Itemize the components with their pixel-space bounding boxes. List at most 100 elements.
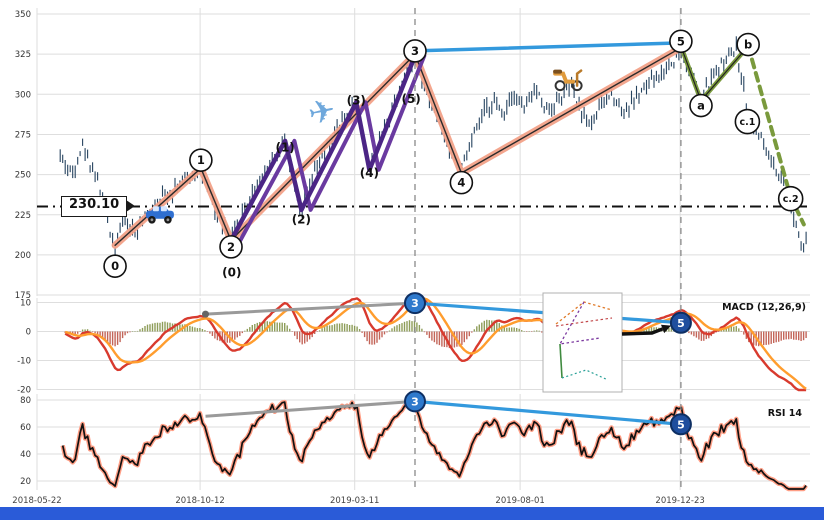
macd-hist-bar (196, 328, 199, 332)
macd-hist-bar (743, 331, 745, 335)
scooter-icon (553, 69, 583, 92)
macd-hist-bar (343, 323, 346, 332)
macd-hist-bar (453, 331, 456, 348)
airplane-icon: ✈ (305, 90, 339, 133)
macd-hist-bar (186, 324, 189, 332)
macd-hist-bar (214, 331, 216, 339)
macd-hist-bar (705, 331, 707, 340)
macd-hist-bar (126, 331, 129, 334)
macd-hist-bar (77, 331, 79, 334)
x-tick-label: 2018-05-22 (12, 496, 61, 506)
macd-hist-bar (249, 327, 251, 332)
macd-hist-bar (688, 331, 690, 334)
macd-hist-bar (346, 324, 348, 332)
macd-hist-bar (783, 331, 785, 340)
macd-hist-bar (486, 319, 488, 332)
scooter-seat (553, 69, 563, 74)
macd-hist-bar (261, 321, 263, 332)
indicator-marker-text: 3 (411, 395, 419, 408)
wave-label-circle (219, 235, 243, 259)
macd-hist-bar (176, 324, 179, 332)
price-tick-label: 275 (15, 130, 31, 140)
impulse-channel-core (114, 47, 682, 247)
macd-hist-bar (94, 331, 96, 334)
wave-label-text: 3 (411, 44, 419, 58)
x-tick-label: 2019-12-23 (655, 496, 704, 506)
macd-hist-bar (279, 322, 281, 332)
macd-hist-bar (448, 331, 451, 349)
macd-hist-bar (81, 329, 84, 332)
macd-signal-line (64, 297, 807, 390)
macd-hist-bar (189, 325, 191, 332)
macd-hist-bar (433, 331, 436, 343)
macd-hist-bar (406, 321, 408, 332)
macd-hist-bar (109, 331, 111, 345)
chart-canvas: 350325300275250225200175100-10-208060402… (12, 8, 810, 506)
macd-hist-bar (286, 325, 288, 332)
inset-line-purple (558, 301, 601, 345)
wave-label-circle (403, 39, 427, 63)
macd-hist-bar (136, 330, 139, 332)
macd-hist-bar (401, 323, 403, 332)
macd-hist-bar (368, 331, 371, 345)
macd-hist-bar (333, 324, 336, 332)
macd-hist-bar (715, 331, 717, 333)
lead-connector (205, 399, 416, 418)
macd-hist-bar (393, 326, 396, 332)
macd-hist-bar (780, 331, 782, 341)
subwave-line-shadow (238, 53, 427, 243)
macd-hist-bar (458, 331, 461, 347)
macd-hist-bar (164, 321, 166, 332)
macd-hist-bar (493, 320, 495, 332)
macd-hist-bar (239, 331, 241, 336)
macd-hist-bar (236, 331, 238, 338)
macd-hist-bar (698, 331, 700, 340)
macd-hist-bar (191, 326, 194, 332)
x-tick-label: 2019-03-11 (330, 496, 379, 506)
macd-hist-bar (156, 322, 159, 332)
macd-hist-bar (234, 331, 236, 340)
macd-hist-bar (506, 327, 508, 332)
macd-hist-bar (206, 331, 209, 332)
macd-hist-bar (508, 327, 510, 332)
wave-label-text: b (744, 38, 752, 52)
macd-hist-bar (795, 331, 797, 340)
macd-hist-bar (516, 328, 518, 332)
macd-hist-bar (703, 331, 705, 341)
macd-hist-bar (785, 331, 787, 340)
macd-hist-bar (96, 331, 99, 335)
macd-hist-bar (151, 323, 154, 332)
macd-hist-bar (353, 325, 356, 332)
macd-hist-bar (528, 331, 530, 332)
indicator-marker-text: 5 (677, 418, 685, 431)
macd-hist-bar (536, 330, 538, 332)
macd-hist-bar (179, 324, 181, 332)
macd-hist-bar (471, 331, 473, 333)
wave-label-text: 4 (457, 176, 465, 190)
macd-hist-bar (718, 331, 720, 332)
indicator-marker-text: 3 (411, 297, 419, 310)
macd-hist-bar (750, 331, 752, 344)
macd-hist-bar (174, 323, 176, 332)
rsi-tick-label: 80 (20, 396, 31, 406)
macd-hist-bar (443, 331, 446, 347)
macd-hist-bar (670, 327, 673, 332)
macd-hist-bar (134, 331, 136, 332)
macd-hist-bar (84, 329, 86, 332)
macd-hist-bar (146, 324, 149, 332)
macd-hist-bar (124, 331, 126, 336)
macd-hist-bar (451, 331, 453, 348)
wave-label-circle (669, 29, 693, 54)
macd-hist-bar (770, 331, 772, 344)
macd-tick-label: -10 (17, 357, 31, 367)
macd-hist-bar (423, 331, 426, 333)
macd-hist-bar (408, 320, 411, 332)
macd-hist-bar (725, 328, 727, 332)
indicator-marker-text: 5 (677, 317, 685, 330)
macd-hist-bar (700, 331, 703, 341)
macd-hist-bar (488, 320, 490, 332)
macd-hist-bar (291, 331, 293, 332)
macd-hist-bar (728, 327, 730, 332)
wave-label-circle (449, 170, 474, 195)
car-icon (145, 206, 174, 224)
